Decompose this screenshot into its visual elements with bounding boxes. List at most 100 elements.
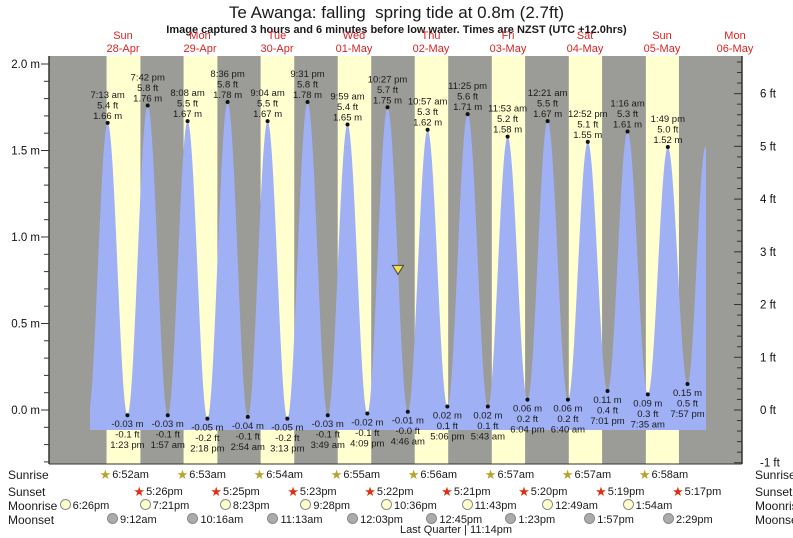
tide-extreme-dot xyxy=(205,416,210,421)
sunrise-time: 6:56am xyxy=(420,469,458,481)
moonrise-time: 11:43pm xyxy=(474,500,517,512)
moonrise-moon-icon xyxy=(300,499,312,510)
day-date-label: 04-May xyxy=(567,43,604,55)
moonrise-moon-icon xyxy=(59,499,71,510)
sunrise-star-icon: ★ xyxy=(253,467,266,482)
sunrise-row-label-right: Sunrise xyxy=(755,468,793,482)
moonset-moon-icon xyxy=(584,513,596,524)
high-tide-label: 1.65 m xyxy=(333,113,362,124)
day-date-label: 06-May xyxy=(717,43,754,55)
moonrise-time: 8:23pm xyxy=(232,500,270,512)
day-date-label: 05-May xyxy=(644,43,681,55)
low-tide-label: 0.1 ft xyxy=(477,421,498,432)
tide-extreme-dot xyxy=(165,413,170,418)
high-tide-label: 1.67 m xyxy=(533,109,562,120)
day-date-label: 28-Apr xyxy=(106,43,139,55)
low-tide-label: 3:13 pm xyxy=(270,444,304,455)
high-tide-label: 7:42 pm xyxy=(131,73,165,84)
high-tide-label: 9:04 am xyxy=(250,88,284,99)
right-axis-label: -1 ft xyxy=(760,458,781,470)
moonset-time: 9:12am xyxy=(120,514,157,526)
low-tide-label: 7:35 am xyxy=(631,419,665,430)
sunset-star-icon: ★ xyxy=(671,484,684,499)
high-tide-label: 1.67 m xyxy=(253,109,282,120)
tide-extreme-dot xyxy=(685,382,690,387)
low-tide-label: -0.03 m xyxy=(312,419,344,430)
sunrise-event: ★6:58am xyxy=(639,468,688,482)
sunset-event: ★5:19pm xyxy=(595,485,644,499)
low-tide-label: 6:40 am xyxy=(551,425,585,436)
moonrise-event: 8:23pm xyxy=(219,499,270,513)
day-date-label: 01-May xyxy=(336,43,373,55)
high-tide-label: 5.8 ft xyxy=(217,80,238,91)
sunrise-time: 6:57am xyxy=(574,469,612,481)
high-tide-label: 1.66 m xyxy=(93,111,122,122)
high-tide-label: 5.3 ft xyxy=(417,107,438,118)
tide-extreme-dot xyxy=(125,413,130,418)
low-tide-label: 1:23 pm xyxy=(110,440,144,451)
high-tide-label: 1.76 m xyxy=(133,94,162,105)
high-tide-label: 5.8 ft xyxy=(297,80,318,91)
right-axis-label: 4 ft xyxy=(760,194,777,206)
high-tide-label: 11:25 pm xyxy=(448,81,487,92)
high-tide-label: 5.4 ft xyxy=(337,102,358,113)
right-axis-label: 0 ft xyxy=(760,405,777,417)
day-name-label: Fri xyxy=(502,30,515,42)
sunrise-event: ★6:57am xyxy=(485,468,534,482)
tide-extreme-dot xyxy=(345,122,350,127)
sunset-row-label-left: Sunset xyxy=(8,485,46,499)
high-tide-label: 5.8 ft xyxy=(137,83,158,94)
moonset-moon-icon xyxy=(267,513,279,524)
tide-extreme-dot xyxy=(505,134,510,139)
right-axis-label: 2 ft xyxy=(760,300,777,312)
day-date-label: 29-Apr xyxy=(183,43,216,55)
left-axis-label: 0.0 m xyxy=(11,405,40,417)
high-tide-label: 8:08 am xyxy=(170,88,204,99)
sunset-time: 5:25pm xyxy=(223,486,260,498)
low-tide-label: 0.1 ft xyxy=(437,421,458,432)
high-tide-label: 5.1 ft xyxy=(577,119,598,130)
tide-extreme-dot xyxy=(365,411,370,416)
sunset-time: 5:21pm xyxy=(453,486,491,498)
high-tide-label: 1.75 m xyxy=(373,95,402,106)
low-tide-label: -0.01 m xyxy=(392,416,424,427)
low-tide-label: -0.2 ft xyxy=(275,433,300,444)
sunrise-time: 6:58am xyxy=(651,469,689,481)
sunrise-row-label-left: Sunrise xyxy=(8,468,49,482)
sunset-star-icon: ★ xyxy=(133,484,146,499)
moonrise-event: 10:36pm xyxy=(381,499,437,513)
low-tide-label: -0.05 m xyxy=(271,423,303,434)
moonset-time: 11:13am xyxy=(280,514,323,526)
moonrise-moon-icon xyxy=(622,499,634,510)
sunset-time: 5:22pm xyxy=(376,486,414,498)
low-tide-label: 0.02 m xyxy=(433,411,462,422)
low-tide-label: -0.0 ft xyxy=(396,426,421,437)
day-name-label: Thu xyxy=(422,30,441,42)
tide-extreme-dot xyxy=(305,100,310,105)
low-tide-label: -0.2 ft xyxy=(195,433,220,444)
moonset-time: 12:45pm xyxy=(439,514,483,526)
moonrise-event: 6:26pm xyxy=(59,499,109,513)
low-tide-label: 4:09 pm xyxy=(350,438,384,449)
right-axis-label: 5 ft xyxy=(760,141,777,153)
high-tide-label: 5.5 ft xyxy=(257,99,278,110)
high-tide-label: 1.62 m xyxy=(413,118,442,129)
low-tide-label: -0.05 m xyxy=(191,423,223,434)
tide-extreme-dot xyxy=(525,397,530,402)
sunset-time: 5:26pm xyxy=(146,486,183,498)
high-tide-label: 1.55 m xyxy=(573,130,602,141)
tide-extreme-dot xyxy=(265,119,270,124)
day-date-label: 02-May xyxy=(413,43,450,55)
moonset-event: 1:23pm xyxy=(505,513,555,527)
moonset-event: 2:29pm xyxy=(662,513,713,527)
sunrise-time: 6:55am xyxy=(343,469,381,481)
tide-extreme-dot xyxy=(325,413,330,418)
low-tide-label: 7:57 pm xyxy=(670,409,704,420)
day-name-label: Tue xyxy=(268,30,287,42)
moonrise-time: 1:54am xyxy=(635,500,673,512)
low-tide-label: 0.02 m xyxy=(473,411,502,422)
low-tide-label: 0.5 ft xyxy=(677,399,698,410)
sunrise-star-icon: ★ xyxy=(330,467,343,482)
sunset-event: ★5:25pm xyxy=(210,485,259,499)
